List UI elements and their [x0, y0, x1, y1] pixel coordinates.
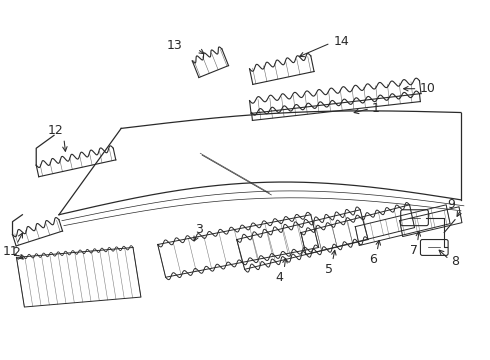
Text: 7: 7 [410, 244, 417, 257]
Text: 14: 14 [334, 35, 349, 48]
Text: 1: 1 [372, 102, 380, 115]
Text: 11: 11 [2, 245, 19, 258]
FancyBboxPatch shape [420, 239, 448, 255]
Text: 13: 13 [167, 39, 182, 51]
Text: 5: 5 [324, 263, 333, 276]
Text: 9: 9 [447, 198, 455, 211]
Text: 4: 4 [275, 271, 283, 284]
Text: 2: 2 [13, 246, 21, 259]
Text: 12: 12 [48, 124, 64, 137]
Text: 3: 3 [195, 223, 203, 236]
Text: 8: 8 [451, 255, 459, 268]
FancyBboxPatch shape [401, 210, 428, 226]
Text: 6: 6 [369, 253, 377, 266]
Text: 10: 10 [419, 82, 435, 95]
